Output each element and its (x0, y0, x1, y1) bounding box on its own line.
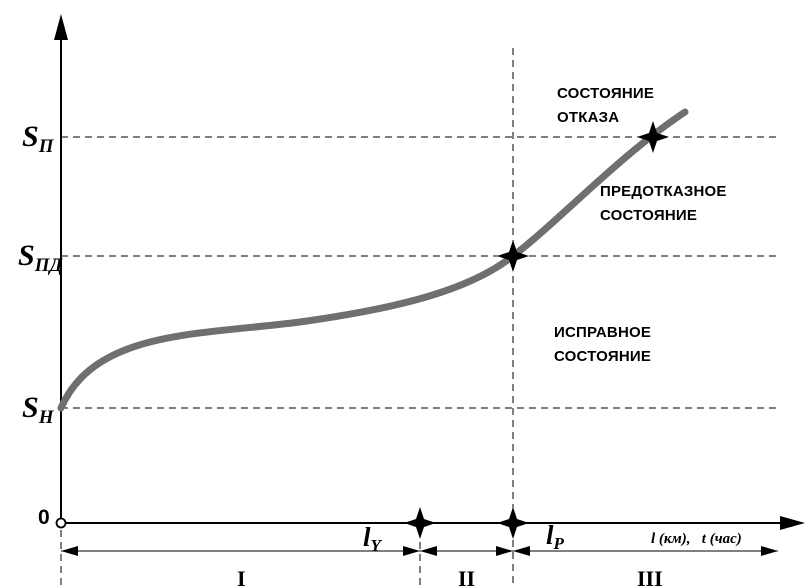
dim-arrow-ly-right-icon (420, 546, 437, 556)
label-sp: SП (22, 120, 55, 157)
dim-arrow-lp-right-icon (513, 546, 530, 556)
star-marker-sp (637, 121, 669, 153)
dim-arrow-lp-left-icon (496, 546, 513, 556)
label-ly: lY (363, 522, 383, 555)
x-axis-arrow-icon (780, 516, 805, 530)
origin-marker (55, 517, 67, 529)
zone-i: I (237, 566, 246, 586)
zone-iii: III (637, 566, 663, 586)
state-prefailure-line1: ПРЕДОТКАЗНОЕ (600, 183, 727, 200)
state-failure-line1: СОСТОЯНИЕ (557, 85, 654, 102)
dim-arrow-left-icon (61, 546, 78, 556)
star-marker-ly (404, 507, 436, 539)
star-marker-lp (497, 507, 529, 539)
state-failure-line2: ОТКАЗА (557, 109, 619, 126)
label-zero: 0 (38, 506, 50, 529)
dim-arrow-ly-left-icon (403, 546, 420, 556)
state-prefailure-line2: СОСТОЯНИЕ (600, 207, 697, 224)
degradation-curve (57, 108, 689, 412)
x-axis-label: l (км), t (час) (651, 531, 742, 547)
dim-arrow-right-icon (761, 546, 778, 556)
label-lp: lP (546, 520, 565, 553)
label-sn: SН (22, 391, 55, 428)
label-spd: SПД (18, 239, 63, 276)
state-healthy-line1: ИСПРАВНОЕ (554, 324, 651, 341)
y-axis-arrow-icon (54, 14, 68, 40)
zone-ii: II (458, 566, 475, 586)
state-healthy-line2: СОСТОЯНИЕ (554, 348, 651, 365)
star-marker-spd (497, 240, 529, 272)
